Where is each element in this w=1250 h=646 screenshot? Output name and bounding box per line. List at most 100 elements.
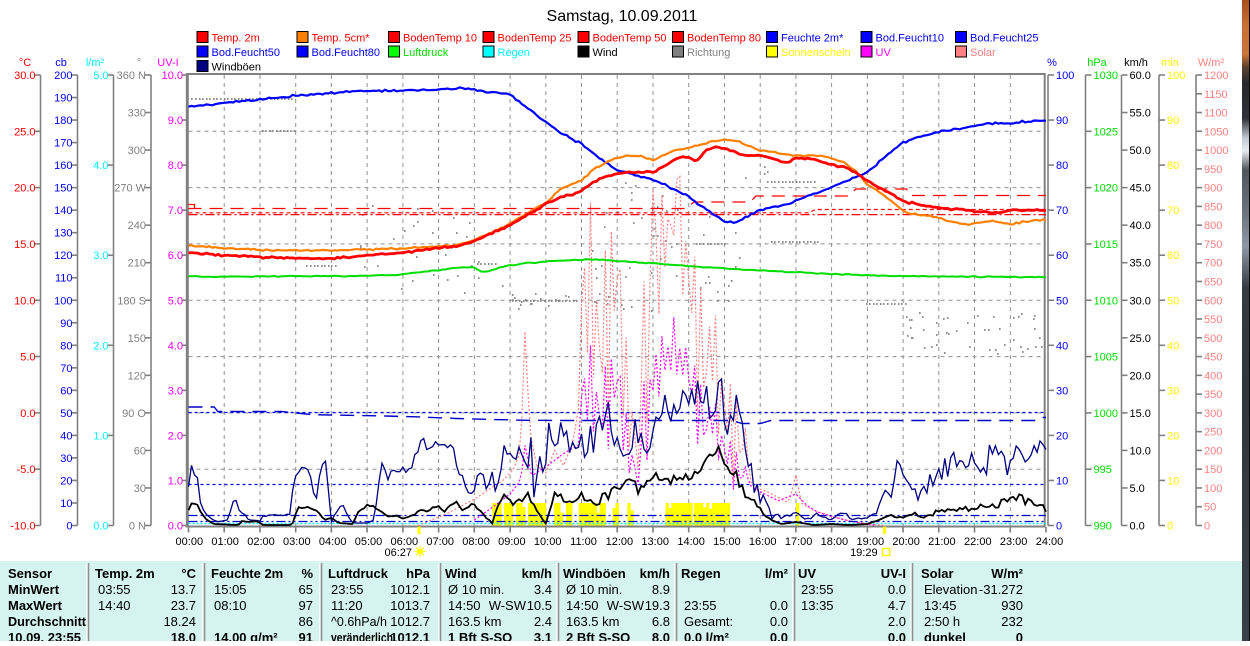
svg-text:30: 30 — [60, 453, 72, 465]
svg-text:Ø 10 min.: Ø 10 min. — [448, 582, 504, 597]
svg-text:60.0: 60.0 — [1130, 70, 1151, 82]
svg-text:23:55: 23:55 — [331, 582, 364, 597]
svg-text:100: 100 — [1056, 70, 1074, 82]
svg-text:80: 80 — [1056, 160, 1068, 172]
svg-text:2 Bft S-SO: 2 Bft S-SO — [566, 630, 630, 641]
svg-text:min: min — [1161, 57, 1179, 69]
svg-text:0: 0 — [1204, 521, 1210, 533]
svg-text:100: 100 — [1167, 70, 1185, 82]
svg-text:50: 50 — [60, 408, 72, 420]
svg-text:23:55: 23:55 — [684, 598, 717, 613]
svg-text:1100: 1100 — [1204, 108, 1228, 120]
svg-text:0.0: 0.0 — [770, 598, 788, 613]
svg-text:70: 70 — [1056, 205, 1068, 217]
svg-text:BodenTemp 25: BodenTemp 25 — [498, 33, 572, 45]
svg-text:Ø 10 min.: Ø 10 min. — [566, 582, 622, 597]
svg-text:300: 300 — [128, 145, 146, 157]
svg-text:20: 20 — [1167, 430, 1179, 442]
svg-text:90: 90 — [1056, 115, 1068, 127]
svg-text:120: 120 — [128, 370, 146, 382]
svg-text:190: 190 — [54, 93, 72, 105]
svg-text:19.3: 19.3 — [645, 598, 670, 613]
svg-text:9.0: 9.0 — [168, 115, 183, 127]
svg-text:UV-I: UV-I — [157, 57, 178, 69]
svg-text:25.0: 25.0 — [14, 126, 35, 138]
svg-text:1020: 1020 — [1094, 183, 1118, 195]
svg-text:^0.6hPa/h: ^0.6hPa/h — [331, 614, 387, 629]
svg-text:Feuchte 2m*: Feuchte 2m* — [781, 33, 844, 45]
svg-text:W-SW: W-SW — [489, 598, 527, 613]
svg-text:08:10: 08:10 — [214, 598, 247, 613]
svg-text:170: 170 — [54, 138, 72, 150]
svg-text:°C: °C — [19, 57, 31, 69]
svg-text:90 O: 90 O — [122, 408, 146, 420]
svg-text:24:00: 24:00 — [1036, 536, 1064, 548]
svg-text:Wind: Wind — [593, 47, 618, 59]
svg-text:25.0: 25.0 — [1130, 333, 1151, 345]
svg-text:30: 30 — [1167, 385, 1179, 397]
svg-text:10.0: 10.0 — [1130, 445, 1151, 457]
svg-text:60: 60 — [1167, 250, 1179, 262]
svg-text:0: 0 — [1016, 630, 1023, 641]
svg-text:hPa: hPa — [406, 566, 431, 581]
svg-text:1 Bft S-SO: 1 Bft S-SO — [448, 630, 512, 641]
svg-text:05:00: 05:00 — [355, 536, 383, 548]
svg-text:19:00: 19:00 — [857, 536, 885, 548]
svg-text:13:00: 13:00 — [641, 536, 669, 548]
svg-text:18:00: 18:00 — [821, 536, 849, 548]
svg-text:30.0: 30.0 — [1130, 295, 1151, 307]
svg-text:1030: 1030 — [1094, 70, 1118, 82]
svg-text:1000: 1000 — [1204, 145, 1228, 157]
svg-text:270 W: 270 W — [114, 183, 146, 195]
svg-text:Sonnenschein: Sonnenschein — [781, 47, 851, 59]
svg-text:240: 240 — [128, 220, 146, 232]
svg-text:1012.7: 1012.7 — [390, 614, 430, 629]
svg-text:1013.7: 1013.7 — [390, 598, 430, 613]
svg-text:11:20: 11:20 — [331, 598, 363, 613]
svg-text:0.0 l/m²: 0.0 l/m² — [684, 630, 729, 641]
svg-text:W-SW: W-SW — [607, 598, 645, 613]
svg-text:20.0: 20.0 — [1130, 370, 1151, 382]
svg-text:360 N: 360 N — [117, 70, 146, 82]
svg-text:40.0: 40.0 — [1130, 220, 1151, 232]
svg-text:100: 100 — [1204, 483, 1222, 495]
svg-text:70: 70 — [60, 363, 72, 375]
svg-text:80: 80 — [60, 340, 72, 352]
svg-text:2:50 h: 2:50 h — [924, 614, 960, 629]
svg-text:50: 50 — [1056, 295, 1068, 307]
svg-text:30: 30 — [134, 483, 146, 495]
svg-text:200: 200 — [1204, 445, 1222, 457]
svg-text:0.0: 0.0 — [93, 521, 108, 533]
svg-text:14:40: 14:40 — [98, 598, 131, 613]
svg-text:70: 70 — [1167, 205, 1179, 217]
svg-text:0.0: 0.0 — [770, 614, 788, 629]
svg-text:13.7: 13.7 — [171, 582, 196, 597]
svg-text:330: 330 — [128, 108, 146, 120]
svg-text:30: 30 — [1056, 385, 1068, 397]
svg-text:14:50: 14:50 — [566, 598, 599, 613]
svg-text:91: 91 — [299, 630, 313, 641]
svg-text:8.9: 8.9 — [652, 582, 670, 597]
svg-text:0: 0 — [1056, 521, 1062, 533]
svg-text:150: 150 — [128, 333, 146, 345]
svg-text:MinWert: MinWert — [8, 582, 60, 597]
svg-text:BodenTemp 50: BodenTemp 50 — [593, 33, 667, 45]
svg-text:950: 950 — [1204, 164, 1222, 176]
svg-text:20: 20 — [1056, 430, 1068, 442]
svg-text:-31.272: -31.272 — [979, 582, 1023, 597]
svg-text:210: 210 — [128, 258, 146, 270]
svg-text:Regen: Regen — [498, 47, 530, 59]
svg-text:600: 600 — [1204, 295, 1222, 307]
svg-text:Samstag, 10.09.2011: Samstag, 10.09.2011 — [547, 8, 698, 25]
svg-text:Elevation: Elevation — [924, 582, 977, 597]
svg-text:60: 60 — [134, 445, 146, 457]
svg-text:19:29: 19:29 — [850, 547, 878, 559]
svg-text:10.0: 10.0 — [14, 295, 35, 307]
svg-text:3.0: 3.0 — [93, 250, 108, 262]
svg-text:10: 10 — [1167, 475, 1179, 487]
svg-text:Windböen: Windböen — [563, 566, 626, 581]
svg-text:2.0: 2.0 — [93, 340, 108, 352]
svg-text:40: 40 — [60, 430, 72, 442]
svg-text:50: 50 — [1204, 502, 1216, 514]
svg-text:10.09. 23:55: 10.09. 23:55 — [8, 630, 81, 641]
